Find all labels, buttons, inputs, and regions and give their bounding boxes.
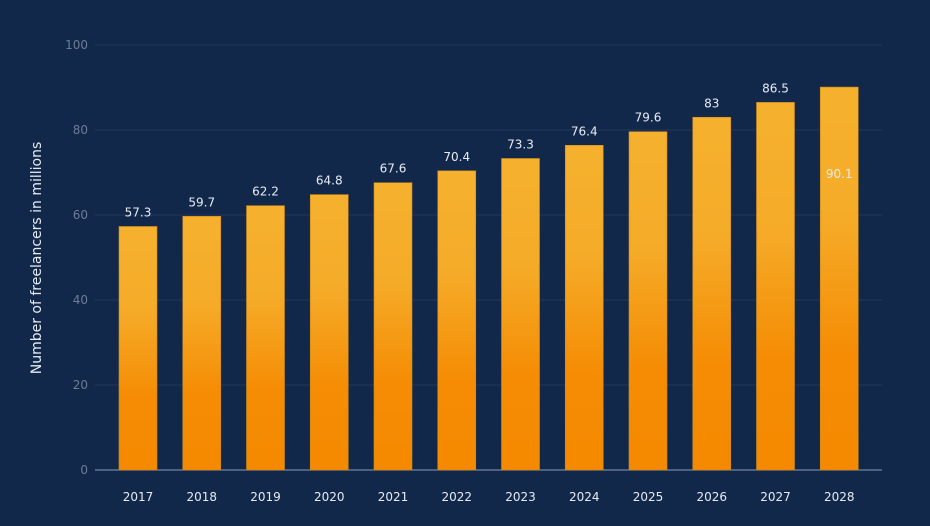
y-tick-label: 80 (73, 123, 88, 137)
y-tick-label: 40 (73, 293, 88, 307)
data-label: 59.7 (188, 195, 215, 209)
x-tick-label: 2018 (186, 490, 217, 504)
x-tick-label: 2019 (250, 490, 281, 504)
data-label: 76.4 (571, 124, 598, 138)
data-label: 64.8 (316, 174, 343, 188)
x-tick-label: 2026 (696, 490, 727, 504)
x-tick-label: 2023 (505, 490, 536, 504)
bar (501, 158, 540, 471)
x-tick-label: 2021 (378, 490, 409, 504)
data-label: 79.6 (635, 111, 662, 125)
x-tick-label: 2020 (314, 490, 345, 504)
bar (373, 182, 413, 471)
data-label: 90.1 (826, 167, 853, 181)
y-axis-label: Number of freelancers in millions (29, 142, 45, 375)
y-tick-label: 20 (73, 378, 88, 392)
y-tick-label: 100 (65, 38, 88, 52)
x-tick-label: 2025 (633, 490, 664, 504)
x-tick-label: 2027 (760, 490, 791, 504)
bar (628, 131, 668, 471)
y-tick-label: 0 (80, 463, 88, 477)
x-tick-label: 2022 (441, 490, 472, 504)
x-tick-label: 2017 (123, 490, 154, 504)
bar (246, 205, 285, 471)
bar (182, 215, 222, 471)
data-label: 73.3 (507, 137, 534, 151)
data-label: 70.4 (443, 150, 470, 164)
data-label: 62.2 (252, 185, 279, 199)
x-tick-label: 2024 (569, 490, 600, 504)
data-label: 86.5 (762, 81, 789, 95)
data-label: 67.6 (380, 162, 407, 176)
bar (692, 116, 732, 471)
bar (756, 102, 795, 471)
bar (819, 86, 859, 471)
bar (564, 145, 604, 471)
bar (437, 170, 477, 471)
data-label: 57.3 (125, 205, 152, 219)
y-tick-label: 60 (73, 208, 88, 222)
x-tick-label: 2028 (824, 490, 855, 504)
bar (309, 194, 349, 471)
bar (118, 226, 158, 471)
data-label: 83 (704, 96, 719, 110)
